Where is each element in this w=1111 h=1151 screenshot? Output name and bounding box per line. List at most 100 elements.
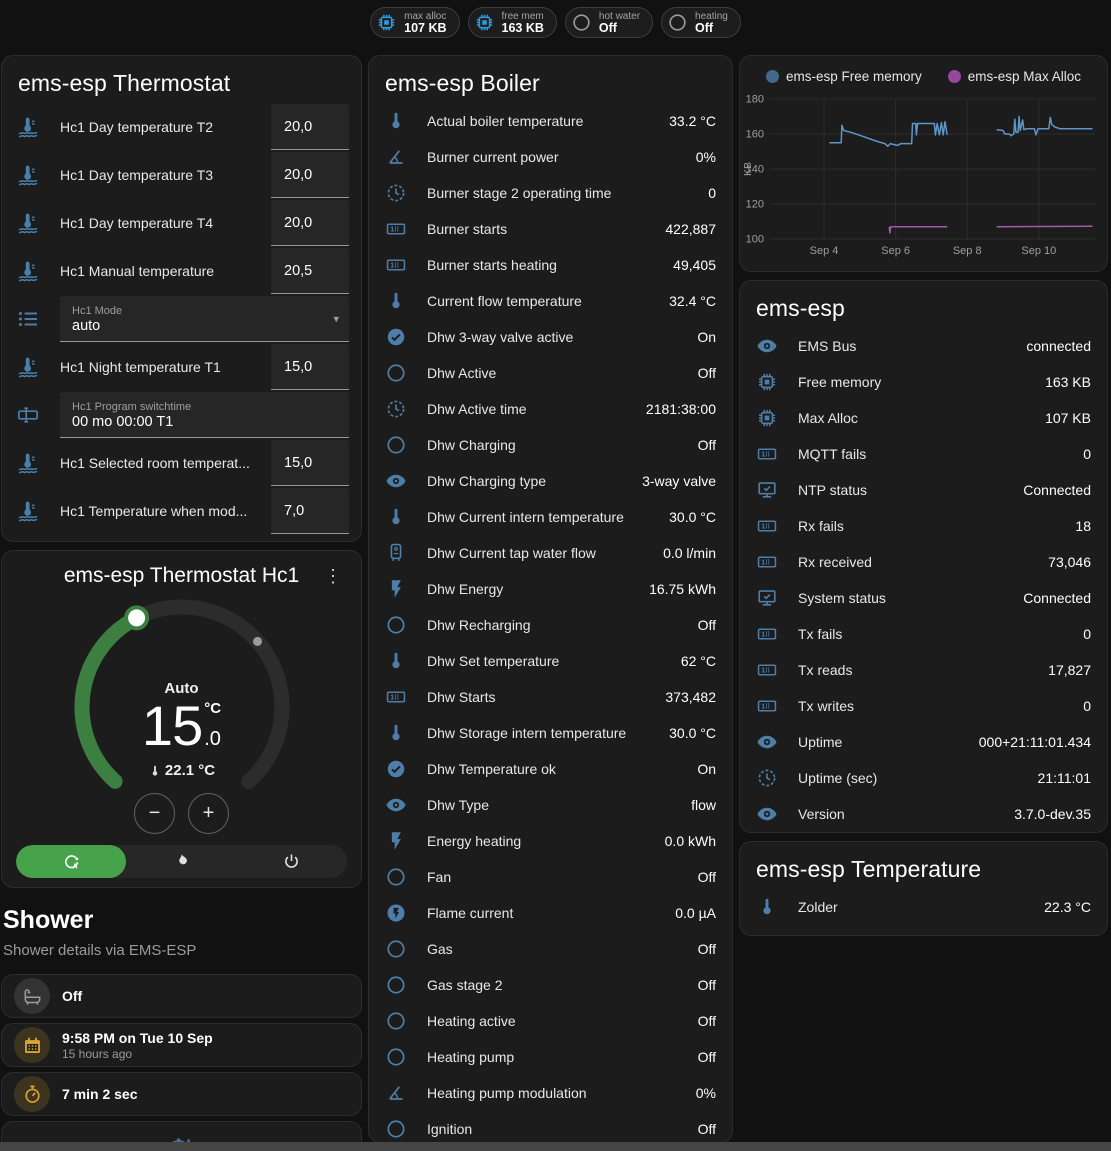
entity-row[interactable]: Rx received73,046 [740,544,1107,580]
number-input[interactable] [271,440,349,486]
entity-row[interactable]: Tx fails0 [740,616,1107,652]
entity-row[interactable]: Dhw Temperature okOn [369,751,732,787]
status-badge[interactable]: hot waterOff [565,7,653,38]
entity-value: connected [1026,338,1091,354]
entity-row[interactable]: MQTT fails0 [740,436,1107,472]
entity-label: Fan [427,869,690,885]
circle-icon [571,12,592,33]
entity-row[interactable]: Current flow temperature32.4 °C [369,283,732,319]
status-badge[interactable]: max alloc107 KB [370,7,459,38]
entity-value: Off [698,1121,716,1137]
field-label: Hc1 Program switchtime [72,401,325,414]
shower-tile[interactable]: 9:58 PM on Tue 10 Sep15 hours ago [1,1023,362,1067]
y-tick-label: 160 [746,129,764,141]
entity-row: Hc1 Day temperature T4 [2,199,361,247]
entity-row[interactable]: Burner starts422,887 [369,211,732,247]
shower-tile[interactable]: 7 min 2 sec [1,1072,362,1116]
entity-row[interactable]: EMS Busconnected [740,328,1107,364]
bottom-scrollbar[interactable] [0,1142,1111,1151]
entity-row[interactable]: Heating activeOff [369,1003,732,1039]
x-tick-label: Sep 10 [1021,245,1056,257]
tile-secondary: 15 hours ago [62,1047,213,1061]
entity-row[interactable]: Max Alloc107 KB [740,400,1107,436]
entity-row[interactable]: Burner stage 2 operating time0 [369,175,732,211]
legend-dot [766,70,779,83]
entity-row[interactable]: Rx fails18 [740,508,1107,544]
entity-row[interactable]: Zolder22.3 °C [740,889,1107,925]
text-input[interactable]: Hc1 Program switchtime00 mo 00:00 T1 [60,392,349,438]
entity-row[interactable]: Free memory163 KB [740,364,1107,400]
number-input[interactable] [271,488,349,534]
eye-icon [756,335,778,357]
entity-row[interactable]: NTP statusConnected [740,472,1107,508]
mode-off-button[interactable] [237,845,347,878]
more-vert-icon[interactable]: ⋮ [318,565,348,587]
entity-row[interactable]: Dhw Active time2181:38:00 [369,391,732,427]
entity-row[interactable]: Uptime000+21:11:01.434 [740,724,1107,760]
clock-icon [385,182,407,204]
entity-row[interactable]: GasOff [369,931,732,967]
legend-label: ems-esp Max Alloc [968,69,1081,84]
badge-label: free mem [502,11,544,22]
entity-label: Hc1 Day temperature T2 [60,119,271,135]
legend-item[interactable]: ems-esp Max Alloc [948,69,1081,84]
entity-value: 30.0 °C [669,725,716,741]
entity-row[interactable]: Burner starts heating49,405 [369,247,732,283]
entity-row[interactable]: Dhw Current tap water flow0.0 l/min [369,535,732,571]
boiler-icon [385,542,407,564]
entity-label: Dhw Current tap water flow [427,545,655,561]
entity-row[interactable]: Actual boiler temperature33.2 °C [369,103,732,139]
status-badge[interactable]: free mem163 KB [468,7,557,38]
entity-label: Heating pump [427,1049,690,1065]
entity-row[interactable]: Uptime (sec)21:11:01 [740,760,1107,796]
entity-row[interactable]: Dhw RechargingOff [369,607,732,643]
entity-row[interactable]: Heating pumpOff [369,1039,732,1075]
entity-value: 62 °C [681,653,716,669]
entity-row[interactable]: Tx reads17,827 [740,652,1107,688]
boiler-entities-card: ems-esp Boiler Actual boiler temperature… [368,55,733,1143]
shower-tile[interactable]: Off [1,974,362,1018]
entity-row[interactable]: Gas stage 2Off [369,967,732,1003]
counter-icon [756,623,778,645]
legend-item[interactable]: ems-esp Free memory [766,69,922,84]
entity-row[interactable]: Dhw ActiveOff [369,355,732,391]
entity-row[interactable]: Dhw Charging type3-way valve [369,463,732,499]
entity-row[interactable]: Dhw Energy16.75 kWh [369,571,732,607]
number-input[interactable] [271,200,349,246]
entity-row[interactable]: Energy heating0.0 kWh [369,823,732,859]
entity-row[interactable]: Heating pump modulation0% [369,1075,732,1111]
entity-row[interactable]: Dhw Starts373,482 [369,679,732,715]
entity-value: 0 [1083,626,1091,642]
circle-icon [385,974,407,996]
mode-auto-button[interactable] [16,845,126,878]
number-input[interactable] [271,248,349,294]
entity-row[interactable]: System statusConnected [740,580,1107,616]
entity-row[interactable]: Version3.7.0-dev.35 [740,796,1107,832]
entity-row[interactable]: Burner current power0% [369,139,732,175]
counter-icon [385,254,407,276]
chip-icon [756,371,778,393]
current-temp-value: 22.1 °C [165,762,215,779]
entity-row[interactable]: Dhw Current intern temperature30.0 °C [369,499,732,535]
entity-row[interactable]: Dhw ChargingOff [369,427,732,463]
status-badge[interactable]: heatingOff [661,7,741,38]
entity-row[interactable]: Tx writes0 [740,688,1107,724]
mode-select[interactable]: Hc1 Modeauto▾ [60,296,349,342]
number-input[interactable] [271,104,349,150]
entity-row[interactable]: IgnitionOff [369,1111,732,1143]
number-input[interactable] [271,152,349,198]
entity-label: Hc1 Manual temperature [60,263,271,279]
mode-heat-button[interactable] [126,845,236,878]
entity-row[interactable]: Flame current0.0 µA [369,895,732,931]
eye-icon [756,731,778,753]
thermometer-icon [385,650,407,672]
entity-row[interactable]: FanOff [369,859,732,895]
increase-temp-button[interactable]: + [188,793,229,834]
entity-label: Dhw Recharging [427,617,690,633]
decrease-temp-button[interactable]: − [134,793,175,834]
entity-row[interactable]: Dhw Storage intern temperature30.0 °C [369,715,732,751]
entity-row[interactable]: Dhw 3-way valve activeOn [369,319,732,355]
entity-row[interactable]: Dhw Typeflow [369,787,732,823]
number-input[interactable] [271,344,349,390]
entity-row[interactable]: Dhw Set temperature62 °C [369,643,732,679]
